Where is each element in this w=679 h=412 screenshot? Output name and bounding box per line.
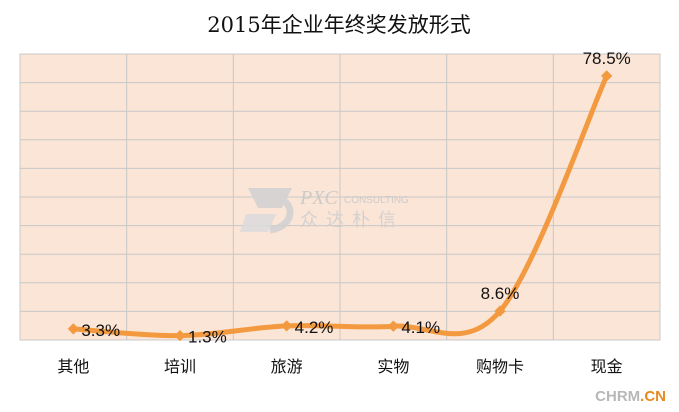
data-label: 78.5%: [583, 49, 631, 68]
data-point-marker: [174, 329, 186, 342]
data-label: 3.3%: [81, 321, 120, 340]
series-line-group: 3.3% 1.3% 4.2% 4.1% 8.6% 78.5%: [67, 49, 631, 347]
data-label: 1.3%: [188, 328, 227, 347]
corner-watermark: CHRM.CN: [595, 388, 666, 405]
data-point-marker: [387, 320, 399, 332]
watermark-brand-cn: 众达朴信: [300, 210, 404, 231]
data-label: 4.1%: [401, 318, 440, 337]
data-label: 8.6%: [481, 284, 520, 303]
watermark-logo-icon: [240, 188, 294, 234]
x-axis-label: 购物卡: [476, 357, 524, 376]
watermark-brand-en: PXC: [299, 187, 338, 209]
x-axis-label: 旅游: [271, 357, 303, 376]
chart-title: 2015年企业年终奖发放形式: [207, 13, 470, 37]
x-axis-label: 培训: [164, 357, 196, 376]
watermark-brand-sub: CONSULTING: [344, 195, 409, 206]
x-axis-label: 其他: [57, 357, 89, 376]
x-axis-label: 实物: [377, 357, 409, 376]
x-axis-labels: 其他 培训 旅游 实物 购物卡 现金: [57, 357, 622, 376]
plot-area: [19, 53, 661, 341]
grid-lines: [20, 54, 660, 340]
data-label: 4.2%: [295, 318, 334, 337]
watermark: PXC CONSULTING 众达朴信: [240, 187, 409, 234]
data-point-marker: [494, 305, 506, 317]
data-point-marker: [281, 320, 293, 332]
x-axis-label: 现金: [591, 357, 623, 376]
